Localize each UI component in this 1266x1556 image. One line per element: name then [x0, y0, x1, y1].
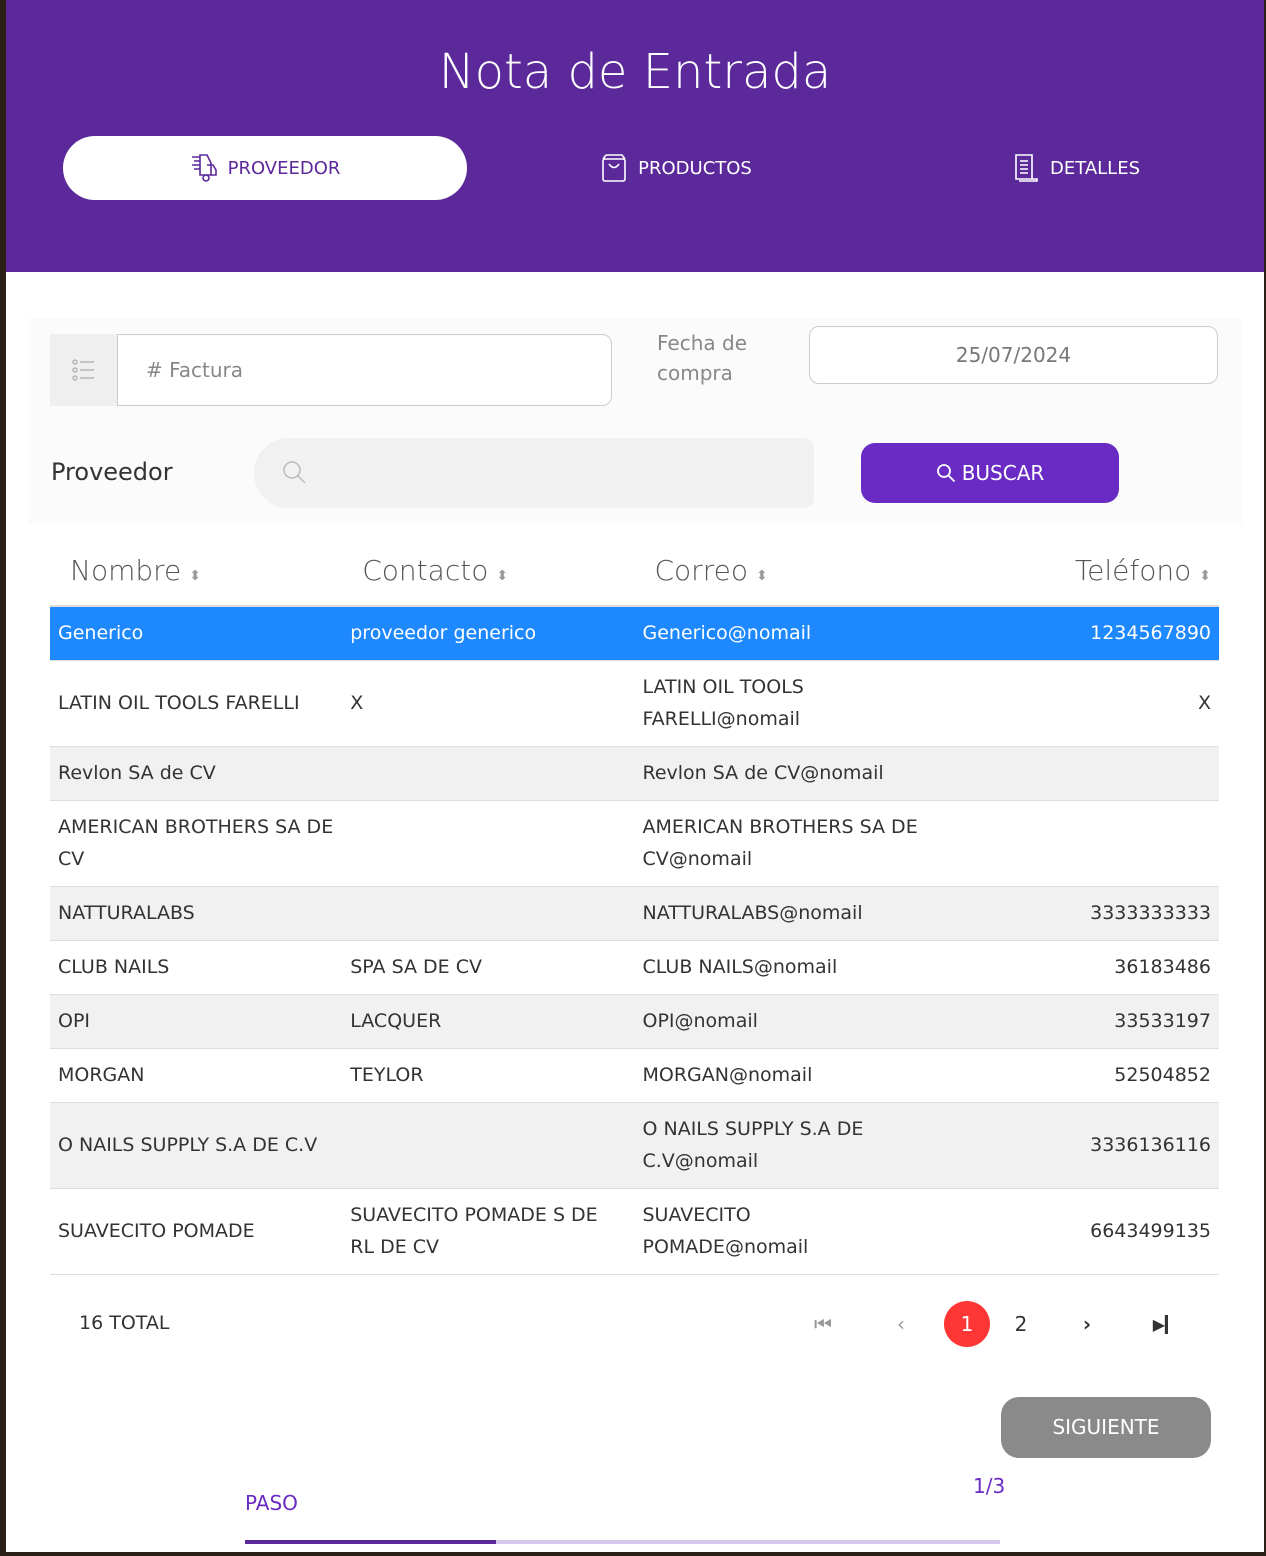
- nombre-cell: SUAVECITO POMADE: [50, 1188, 343, 1275]
- first-page-button[interactable]: ⏮: [814, 1312, 832, 1336]
- buscar-label: BUSCAR: [961, 461, 1045, 485]
- telefono-cell: 3333333333: [926, 886, 1219, 941]
- sort-icon: ⬍: [1199, 568, 1211, 584]
- nombre-cell: O NAILS SUPPLY S.A DE C.V: [50, 1102, 343, 1189]
- correo-cell: AMERICAN BROTHERS SA DE CV@nomail: [634, 800, 927, 887]
- table-row[interactable]: Revlon SA de CV Revlon SA de CV@nomail: [50, 746, 1219, 801]
- factura-input[interactable]: # Factura: [117, 334, 612, 406]
- column-header[interactable]: Nombre ⬍: [50, 536, 343, 607]
- column-label: Correo: [654, 554, 748, 587]
- prev-page-button[interactable]: ‹: [897, 1312, 905, 1336]
- table-row[interactable]: Generico proveedor generico Generico@nomai…: [50, 606, 1219, 661]
- contacto-cell: TEYLOR: [342, 1048, 635, 1103]
- tab-productos[interactable]: PRODUCTOS: [576, 136, 776, 200]
- paso-label: PASO: [245, 1491, 298, 1515]
- search-icon: [283, 461, 306, 484]
- table-row[interactable]: NATTURALABS NATTURALABS@nomail 3333333333: [50, 886, 1219, 941]
- contacto-cell: X: [342, 660, 635, 747]
- correo-cell: LATIN OIL TOOLS FARELLI@nomail: [634, 660, 927, 747]
- truck-icon: [191, 154, 217, 182]
- page-title: Nota de Entrada: [438, 44, 832, 100]
- correo-cell: SUAVECITO POMADE@nomail: [634, 1188, 927, 1275]
- tab-detalles[interactable]: DETALLES: [996, 136, 1156, 200]
- proveedor-search-input[interactable]: [254, 438, 814, 508]
- tab-proveedor[interactable]: PROVEEDOR: [63, 136, 467, 200]
- telefono-cell: 6643499135: [926, 1188, 1219, 1275]
- tab-label: PRODUCTOS: [638, 157, 752, 179]
- table-row[interactable]: AMERICAN BROTHERS SA DE CV AMERICAN BROTH…: [50, 800, 1219, 887]
- telefono-cell: X: [926, 660, 1219, 747]
- telefono-cell: 33533197: [926, 994, 1219, 1049]
- step-progress-bar: [245, 1540, 1000, 1544]
- table-row[interactable]: SUAVECITO POMADE SUAVECITO POMADE S DE RL…: [50, 1188, 1219, 1275]
- sort-icon: ⬍: [189, 568, 201, 584]
- search-icon: [936, 464, 955, 483]
- proveedor-label: Proveedor: [51, 458, 173, 486]
- tab-label: DETALLES: [1050, 157, 1140, 179]
- contacto-cell: [342, 886, 635, 941]
- correo-cell: OPI@nomail: [634, 994, 927, 1049]
- receipt-icon: [1015, 154, 1038, 182]
- column-label: Contacto: [362, 554, 489, 587]
- column-header[interactable]: Correo ⬍: [634, 536, 927, 607]
- contacto-cell: [342, 746, 635, 801]
- proveedores-table: Nombre ⬍ Contacto ⬍ Correo ⬍ Teléfono ⬍ Generic…: [50, 536, 1219, 1275]
- step-indicator: 1/3: [973, 1474, 1006, 1498]
- contacto-cell: [342, 800, 635, 887]
- correo-cell: Revlon SA de CV@nomail: [634, 746, 927, 801]
- telefono-cell: 52504852: [926, 1048, 1219, 1103]
- correo-cell: MORGAN@nomail: [634, 1048, 927, 1103]
- contacto-cell: proveedor generico: [342, 606, 635, 661]
- step-progress-fill: [245, 1540, 497, 1544]
- fecha-label: Fecha de compra: [657, 331, 747, 385]
- header: Nota de Entrada PROVEEDOR PRODUCTOS DETA…: [6, 0, 1264, 272]
- buscar-button[interactable]: BUSCAR: [861, 443, 1119, 503]
- nombre-cell: LATIN OIL TOOLS FARELLI: [50, 660, 343, 747]
- card: Nota de Entrada PROVEEDOR PRODUCTOS DETA…: [6, 0, 1264, 1552]
- correo-cell: Generico@nomail: [634, 606, 927, 661]
- sort-icon: ⬍: [496, 568, 509, 584]
- tab-label: PROVEEDOR: [227, 157, 341, 179]
- shopping-bag-icon: [602, 154, 626, 182]
- column-label: Teléfono: [1074, 554, 1192, 587]
- total-count: 16 TOTAL: [79, 1312, 170, 1334]
- page-1-button[interactable]: 1: [944, 1301, 990, 1347]
- telefono-cell: 3336136116: [926, 1102, 1219, 1189]
- last-page-button[interactable]: ▶▎: [1152, 1314, 1178, 1334]
- page-2-button[interactable]: 2: [1014, 1312, 1028, 1336]
- nombre-cell: AMERICAN BROTHERS SA DE CV: [50, 800, 343, 887]
- nombre-cell: CLUB NAILS: [50, 940, 343, 995]
- telefono-cell: [926, 800, 1219, 887]
- table-row[interactable]: O NAILS SUPPLY S.A DE C.V O NAILS SUPPLY …: [50, 1102, 1219, 1189]
- sort-icon: ⬍: [755, 568, 768, 584]
- correo-cell: NATTURALABS@nomail: [634, 886, 927, 941]
- telefono-cell: [926, 746, 1219, 801]
- nombre-cell: NATTURALABS: [50, 886, 343, 941]
- table-row[interactable]: CLUB NAILS SPA SA DE CV CLUB NAILS@nomail 3…: [50, 940, 1219, 995]
- fecha-input[interactable]: 25/07/2024: [809, 326, 1218, 384]
- column-label: Nombre: [70, 554, 182, 587]
- column-header[interactable]: Teléfono ⬍: [926, 536, 1219, 607]
- nombre-cell: Revlon SA de CV: [50, 746, 343, 801]
- contacto-cell: SUAVECITO POMADE S DE RL DE CV: [342, 1188, 635, 1275]
- contacto-cell: [342, 1102, 635, 1189]
- nombre-cell: MORGAN: [50, 1048, 343, 1103]
- telefono-cell: 36183486: [926, 940, 1219, 995]
- contacto-cell: SPA SA DE CV: [342, 940, 635, 995]
- contacto-cell: LACQUER: [342, 994, 635, 1049]
- column-header[interactable]: Contacto ⬍: [342, 536, 635, 607]
- telefono-cell: 1234567890: [926, 606, 1219, 661]
- table-row[interactable]: OPI LACQUER OPI@nomail 33533197: [50, 994, 1219, 1049]
- nombre-cell: Generico: [50, 606, 343, 661]
- form-panel: # Factura Fecha de compra 25/07/2024 Pro…: [28, 318, 1242, 524]
- siguiente-button[interactable]: SIGUIENTE: [1001, 1397, 1211, 1458]
- table-row[interactable]: MORGAN TEYLOR MORGAN@nomail 52504852: [50, 1048, 1219, 1103]
- nombre-cell: OPI: [50, 994, 343, 1049]
- list-icon: [50, 334, 118, 406]
- next-page-button[interactable]: ›: [1082, 1312, 1092, 1336]
- correo-cell: O NAILS SUPPLY S.A DE C.V@nomail: [634, 1102, 927, 1189]
- table-row[interactable]: LATIN OIL TOOLS FARELLI X LATIN OIL TOOLS …: [50, 660, 1219, 747]
- correo-cell: CLUB NAILS@nomail: [634, 940, 927, 995]
